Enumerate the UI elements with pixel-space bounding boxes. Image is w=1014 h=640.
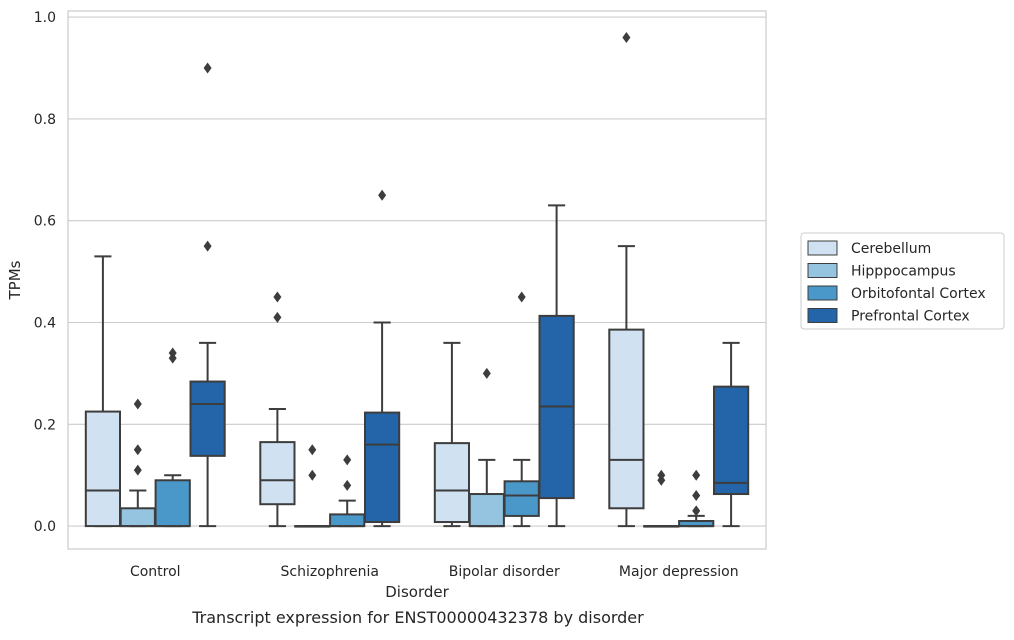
y-tick-label: 0.4: [34, 316, 56, 332]
iqr-box: [468, 493, 505, 528]
outlier-point: [692, 490, 701, 502]
outlier-point: [308, 469, 317, 481]
gridlines: [68, 16, 766, 527]
x-tick-label: Control: [130, 564, 181, 580]
box-prefrontal-cortex: [363, 189, 401, 528]
legend-swatch: [807, 308, 838, 323]
y-tick-label: 0.0: [34, 519, 56, 535]
y-tick-label: 0.8: [34, 112, 56, 128]
y-tick-label: 1.0: [34, 10, 56, 26]
y-axis-label: TPMs: [6, 260, 24, 300]
y-tick-label: 0.2: [34, 417, 56, 433]
box-orbitofontal-cortex: [329, 454, 366, 528]
outlier-point: [517, 291, 526, 303]
y-tick-labels: 0.0 0.2 0.4 0.6 0.8 1.0: [34, 10, 56, 535]
outlier-point: [692, 469, 701, 481]
legend-swatch: [807, 285, 838, 301]
outlier-point: [133, 398, 142, 410]
box-orbitofontal-cortex: [503, 291, 540, 528]
box-cerebellum: [84, 255, 122, 528]
outlier-point: [273, 291, 282, 303]
box-hipppocampus: [119, 398, 156, 528]
iqr-box: [712, 385, 750, 496]
outlier-point: [657, 469, 666, 481]
x-tick-label: Major depression: [619, 564, 739, 580]
box-hipppocampus: [294, 444, 331, 528]
legend-label: Cerebellum: [851, 241, 931, 257]
outlier-point: [343, 479, 352, 491]
iqr-box: [119, 507, 156, 528]
x-tick-labels: Control Schizophrenia Bipolar disorder Majo…: [130, 564, 739, 580]
outlier-point: [622, 31, 631, 43]
outlier-point: [343, 454, 352, 466]
figure-caption: Transcript expression for ENST0000043237…: [191, 608, 644, 627]
box-hipppocampus: [643, 469, 680, 528]
y-tick-label: 0.6: [34, 214, 56, 230]
legend-label: Hipppocampus: [851, 264, 956, 280]
legend-frame: [800, 232, 1005, 330]
box-prefrontal-cortex: [189, 62, 226, 528]
box-hipppocampus: [468, 367, 505, 528]
legend-label: Orbitofontal Cortex: [851, 286, 986, 302]
box-cerebellum: [608, 31, 645, 528]
outlier-point: [308, 444, 317, 456]
x-tick-label: Bipolar disorder: [449, 564, 560, 580]
iqr-box: [154, 479, 191, 528]
iqr-box: [189, 380, 226, 457]
outlier-point: [203, 62, 212, 74]
outlier-point: [273, 311, 282, 323]
outlier-point: [692, 505, 701, 517]
outlier-point: [203, 240, 212, 252]
box-orbitofontal-cortex: [154, 347, 191, 528]
legend-swatch: [807, 263, 838, 278]
outlier-point: [133, 464, 142, 476]
boxes: [84, 31, 750, 528]
plot-area-frame: [67, 10, 767, 550]
legend: Cerebellum Hipppocampus Orbitofontal Corte…: [800, 232, 1005, 330]
outlier-point: [168, 347, 177, 359]
iqr-box: [329, 513, 366, 528]
iqr-box: [503, 480, 540, 517]
box-prefrontal-cortex: [538, 204, 575, 528]
box-cerebellum: [433, 341, 471, 528]
box-cerebellum: [259, 291, 296, 528]
outlier-point: [378, 189, 387, 201]
outlier-point: [482, 367, 491, 379]
outlier-point: [133, 444, 142, 456]
box-orbitofontal-cortex: [678, 469, 715, 528]
x-axis-label: Disorder: [385, 583, 449, 601]
iqr-box: [84, 410, 122, 528]
iqr-box: [433, 442, 471, 524]
iqr-box: [363, 411, 401, 524]
legend-label: Prefrontal Cortex: [851, 309, 970, 325]
x-tick-label: Schizophrenia: [281, 564, 379, 580]
legend-swatch: [807, 240, 838, 256]
iqr-box: [608, 328, 645, 510]
iqr-box: [259, 441, 296, 506]
box-prefrontal-cortex: [712, 341, 750, 528]
